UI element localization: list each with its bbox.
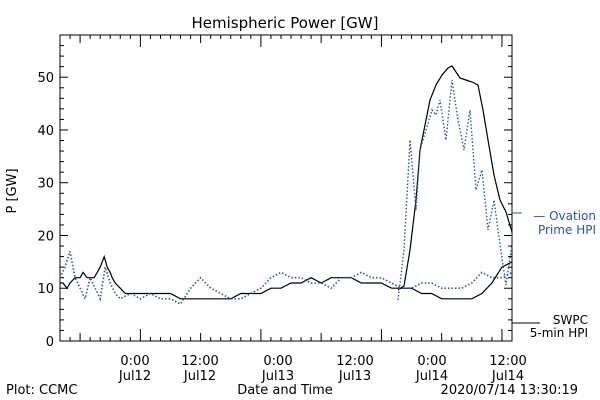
x-tick-time-label: 0:00 bbox=[263, 354, 292, 369]
series-layer bbox=[59, 65, 513, 306]
chart-title: Hemispheric Power [GW] bbox=[192, 14, 379, 32]
swpc-legend-label: 5-min HPI bbox=[530, 326, 588, 340]
series-line-ovation-extension bbox=[397, 79, 513, 301]
y-tick-label: 40 bbox=[37, 124, 54, 139]
x-tick-date-label: Jul14 bbox=[415, 369, 448, 384]
x-tick-date-label: Jul13 bbox=[338, 369, 371, 384]
y-tick-label: 10 bbox=[37, 282, 54, 297]
ovation-legend-label: Prime HPI bbox=[538, 223, 596, 237]
x-tick-time-label: 0:00 bbox=[417, 354, 446, 369]
y-tick-label: 20 bbox=[37, 229, 54, 244]
x-tick-time-label: 12:00 bbox=[336, 354, 373, 369]
ovation-legend-label: — Ovation bbox=[533, 209, 596, 223]
x-tick-date-label: Jul14 bbox=[491, 369, 524, 384]
series-line-swpc-extension bbox=[397, 65, 513, 291]
y-axis-label: P [GW] bbox=[5, 168, 20, 213]
x-tick-time-label: 0:00 bbox=[120, 354, 149, 369]
y-tick-label: 50 bbox=[37, 71, 54, 86]
x-tick-time-label: 12:00 bbox=[489, 354, 526, 369]
x-tick-date-label: Jul13 bbox=[261, 369, 294, 384]
y-tick-label: 30 bbox=[37, 177, 54, 192]
y-tick-label: 0 bbox=[46, 335, 54, 350]
series-line-swpc bbox=[60, 254, 513, 300]
x-tick-date-label: Jul12 bbox=[118, 369, 151, 384]
x-axis: 0:00Jul1212:00Jul120:00Jul1312:00Jul130:… bbox=[59, 35, 527, 384]
plot-frame bbox=[59, 34, 513, 342]
x-tick-time-label: 12:00 bbox=[181, 354, 218, 369]
x-axis-label: Date and Time bbox=[237, 383, 333, 398]
timestamp: 2020/07/14 13:30:19 bbox=[441, 383, 578, 398]
series-line-ovation bbox=[59, 251, 513, 306]
x-tick-date-label: Jul12 bbox=[183, 369, 216, 384]
swpc-legend-label: SWPC bbox=[553, 313, 588, 327]
plot-credit: Plot: CCMC bbox=[6, 383, 77, 398]
y-axis: 0 10 20 30 40 50 bbox=[37, 34, 512, 350]
